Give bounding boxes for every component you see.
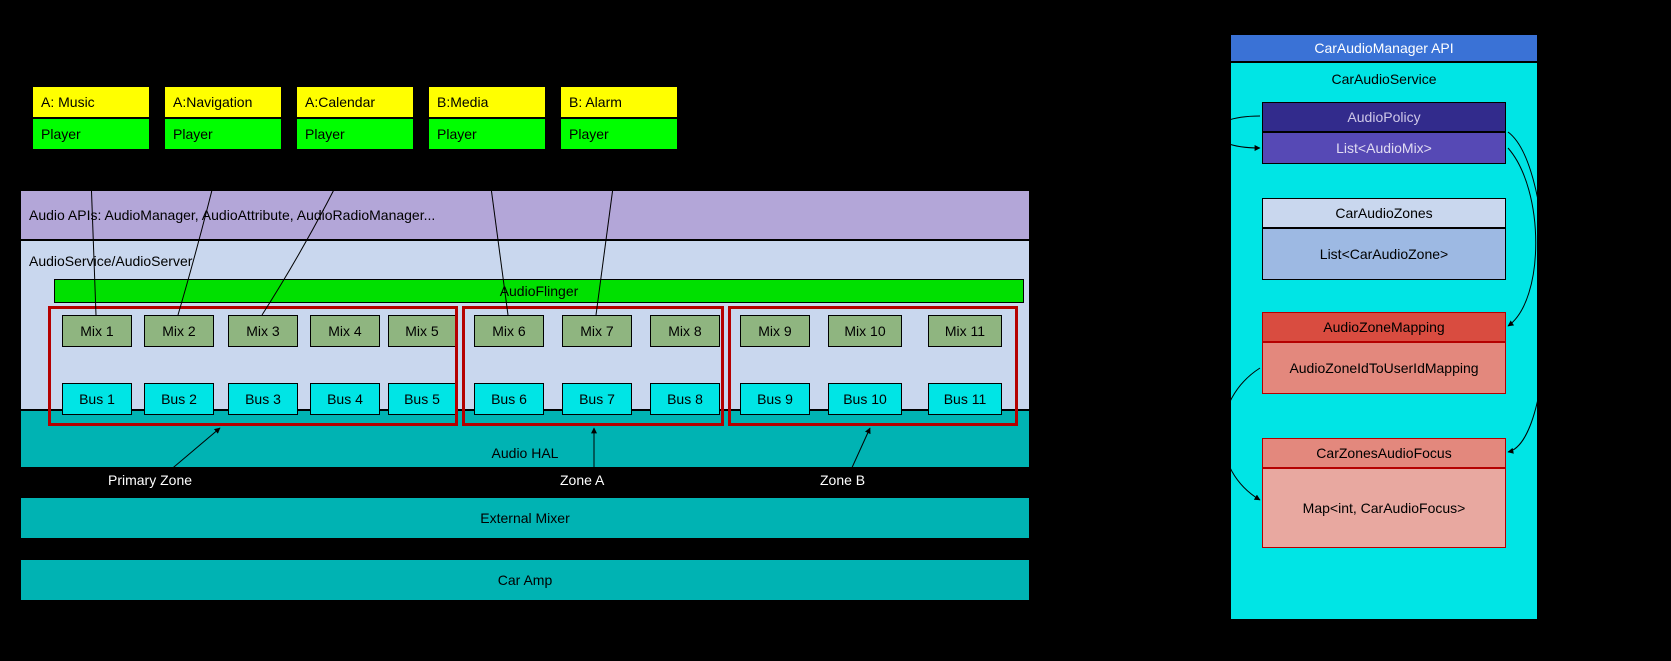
- bus-6: Bus 6: [474, 383, 544, 415]
- label: AudioZoneIdToUserIdMapping: [1289, 360, 1478, 376]
- car-zones-audio-focus-box: CarZonesAudioFocus: [1262, 438, 1506, 468]
- audio-flinger: AudioFlinger: [54, 279, 1024, 303]
- audio-zone-mapping-box: AudioZoneMapping: [1262, 312, 1506, 342]
- audio-apis-layer: Audio APIs: AudioManager, AudioAttribute…: [20, 190, 1030, 240]
- label: External Mixer: [480, 510, 569, 526]
- label: Audio HAL: [492, 445, 559, 461]
- label: List<CarAudioZone>: [1320, 246, 1448, 262]
- label: Mix 6: [492, 323, 525, 339]
- car-audio-manager-header: CarAudioManager API: [1230, 34, 1538, 62]
- label: Mix 7: [580, 323, 613, 339]
- label: B:Media: [437, 94, 488, 110]
- label: List<AudioMix>: [1336, 140, 1432, 156]
- app-music-player: Player: [32, 118, 150, 150]
- label: Player: [437, 126, 477, 142]
- car-amp: Car Amp: [20, 559, 1030, 601]
- audio-policy-box: AudioPolicy: [1262, 102, 1506, 132]
- mix-9: Mix 9: [740, 315, 810, 347]
- mix-1: Mix 1: [62, 315, 132, 347]
- app-nav-attr: A:Navigation: [164, 86, 282, 118]
- car-audio-zones-box: CarAudioZones: [1262, 198, 1506, 228]
- label: Bus 10: [843, 391, 887, 407]
- app-alarm-player: Player: [560, 118, 678, 150]
- bus-9: Bus 9: [740, 383, 810, 415]
- app-music-attr: A: Music: [32, 86, 150, 118]
- label: AudioFlinger: [500, 283, 579, 299]
- label: AudioZoneMapping: [1323, 319, 1444, 335]
- app-cal-attr: A:Calendar: [296, 86, 414, 118]
- external-mixer: External Mixer: [20, 497, 1030, 539]
- label: Player: [41, 126, 81, 142]
- app-alarm-attr: B: Alarm: [560, 86, 678, 118]
- app-nav-player: Player: [164, 118, 282, 150]
- zone-a-label: Zone A: [560, 472, 604, 488]
- mix-5: Mix 5: [388, 315, 456, 347]
- audio-mix-list-box: List<AudioMix>: [1262, 132, 1506, 164]
- label: Mix 11: [945, 323, 985, 339]
- label: CarAudioService: [1331, 71, 1436, 87]
- mix-8: Mix 8: [650, 315, 720, 347]
- label: Mix 10: [844, 323, 885, 339]
- car-audio-zone-list-box: List<CarAudioZone>: [1262, 228, 1506, 280]
- label: A: Music: [41, 94, 95, 110]
- label: CarAudioManager API: [1314, 40, 1453, 56]
- bus-2: Bus 2: [144, 383, 214, 415]
- label: CarZonesAudioFocus: [1316, 445, 1451, 461]
- bus-8: Bus 8: [650, 383, 720, 415]
- bus-5: Bus 5: [388, 383, 456, 415]
- label: CarAudioZones: [1335, 205, 1432, 221]
- label: AudioService/AudioServer: [29, 253, 192, 269]
- label: Mix 5: [405, 323, 438, 339]
- label: Bus 5: [404, 391, 440, 407]
- bus-4: Bus 4: [310, 383, 380, 415]
- label: Bus 3: [245, 391, 281, 407]
- bus-10: Bus 10: [828, 383, 902, 415]
- label: AudioPolicy: [1347, 109, 1420, 125]
- label: Map<int, CarAudioFocus>: [1303, 500, 1466, 516]
- bus-3: Bus 3: [228, 383, 298, 415]
- app-cal-player: Player: [296, 118, 414, 150]
- label: Bus 7: [579, 391, 615, 407]
- label: A:Navigation: [173, 94, 252, 110]
- mix-3: Mix 3: [228, 315, 298, 347]
- label: Mix 1: [80, 323, 113, 339]
- label: Mix 8: [668, 323, 701, 339]
- zone-b-label: Zone B: [820, 472, 865, 488]
- label: Mix 2: [162, 323, 195, 339]
- bus-11: Bus 11: [928, 383, 1002, 415]
- label: Bus 1: [79, 391, 115, 407]
- label: Audio APIs: AudioManager, AudioAttribute…: [29, 207, 435, 223]
- label: Bus 9: [757, 391, 793, 407]
- audio-hal: Audio HAL: [20, 410, 1030, 468]
- label: Bus 4: [327, 391, 363, 407]
- label: Bus 2: [161, 391, 197, 407]
- car-audio-focus-map-box: Map<int, CarAudioFocus>: [1262, 468, 1506, 548]
- mix-11: Mix 11: [928, 315, 1002, 347]
- bus-1: Bus 1: [62, 383, 132, 415]
- label: Car Amp: [498, 572, 552, 588]
- label: Player: [305, 126, 345, 142]
- label: Bus 11: [944, 391, 987, 407]
- mix-7: Mix 7: [562, 315, 632, 347]
- label: A:Calendar: [305, 94, 375, 110]
- label: Mix 9: [758, 323, 791, 339]
- app-media-player: Player: [428, 118, 546, 150]
- bus-7: Bus 7: [562, 383, 632, 415]
- mix-4: Mix 4: [310, 315, 380, 347]
- mix-2: Mix 2: [144, 315, 214, 347]
- primary-zone-label: Primary Zone: [108, 472, 192, 488]
- mix-10: Mix 10: [828, 315, 902, 347]
- mix-6: Mix 6: [474, 315, 544, 347]
- label: Mix 4: [328, 323, 361, 339]
- label: Player: [173, 126, 213, 142]
- label: B: Alarm: [569, 94, 622, 110]
- label: Bus 6: [491, 391, 527, 407]
- label: Bus 8: [667, 391, 703, 407]
- label: Mix 3: [246, 323, 279, 339]
- app-media-attr: B:Media: [428, 86, 546, 118]
- label: Player: [569, 126, 609, 142]
- audio-zone-user-mapping-box: AudioZoneIdToUserIdMapping: [1262, 342, 1506, 394]
